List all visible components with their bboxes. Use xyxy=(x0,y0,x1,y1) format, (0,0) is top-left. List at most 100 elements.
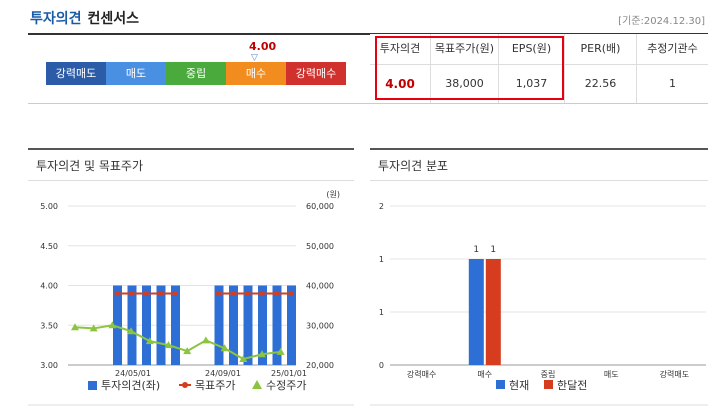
y-tick: 1 xyxy=(379,255,384,264)
opinion-distribution-chart: 2 1 1 0 강력매수 매수 중립 매도 강력매도 1 1 현재 한달전 xyxy=(379,202,706,392)
highlight-box xyxy=(375,36,564,100)
scale-segment-strong-buy: 강력매수 xyxy=(286,62,346,85)
target-price-point xyxy=(288,290,294,297)
legend-triangle-swatch xyxy=(252,380,262,389)
legend-swatch xyxy=(496,380,505,389)
distribution-bar xyxy=(468,259,484,365)
opinion-bar xyxy=(229,285,238,365)
y-right-tick: 40,000 xyxy=(306,282,334,291)
y-tick: 2 xyxy=(379,202,384,211)
title-main: 투자의견 xyxy=(30,11,82,27)
y-right-tick: 30,000 xyxy=(306,321,334,330)
distribution-bar xyxy=(485,259,501,365)
target-price-point xyxy=(230,290,236,297)
opinion-bar xyxy=(214,285,224,365)
x-tick-label: 25/01/01 xyxy=(271,369,307,378)
opinion-bar xyxy=(272,285,282,365)
opinion-bar xyxy=(287,285,296,365)
x-category-label: 강력매수 xyxy=(407,369,436,379)
legend-bar-swatch xyxy=(88,381,97,390)
y-tick: 1 xyxy=(379,308,384,317)
bar-data-label: 1 xyxy=(473,245,479,255)
th-num-institutions: 추정기관수 xyxy=(637,34,708,64)
x-category-label: 중립 xyxy=(541,370,556,379)
x-tick-label: 24/05/01 xyxy=(115,369,151,378)
th-target-price: 목표주가(원) xyxy=(431,34,498,64)
adjusted-price-point xyxy=(220,344,229,352)
right-panel-title: 투자의견 분포 xyxy=(378,159,449,173)
legend-point-swatch xyxy=(182,382,188,388)
title-sub: 컨센서스 xyxy=(87,11,140,27)
legend-label: 수정주가 xyxy=(266,379,306,392)
opinion-bar xyxy=(156,285,166,365)
y-right-unit: (원) xyxy=(326,190,340,199)
left-panel-title: 투자의견 및 목표주가 xyxy=(36,159,143,173)
base-date: [기준:2024.12.30] xyxy=(618,16,705,27)
adjusted-price-point xyxy=(183,347,192,355)
x-category-label: 강력매도 xyxy=(660,369,689,379)
adjusted-price-point xyxy=(89,324,98,332)
target-price-point xyxy=(244,290,251,297)
opinion-bar xyxy=(171,285,180,365)
x-category-label: 매수 xyxy=(477,370,492,379)
top-divider xyxy=(28,33,708,35)
th-opinion: 투자의견 xyxy=(370,34,430,64)
opinion-bar xyxy=(113,285,122,365)
adjusted-price-point xyxy=(127,327,136,335)
target-price-point xyxy=(157,290,164,297)
th-eps: EPS(원) xyxy=(499,34,564,64)
adjusted-price-point xyxy=(258,350,266,358)
adjusted-price-point xyxy=(145,337,154,345)
target-price-point xyxy=(128,290,135,297)
current-score: 4.00 xyxy=(249,40,277,53)
adjusted-price-point xyxy=(239,355,248,363)
target-price-point xyxy=(172,290,178,297)
y-left-tick: 4.00 xyxy=(40,282,58,291)
opinion-bar xyxy=(142,285,151,365)
consensus-table: 투자의견 목표주가(원) EPS(원) PER(배) 추정기관수 4.00 38… xyxy=(370,34,708,103)
scale-segment-sell: 매도 xyxy=(106,62,166,85)
td-target-price: 38,000 xyxy=(445,77,484,90)
y-left-tick: 3.00 xyxy=(40,361,58,370)
target-price-point xyxy=(273,290,280,297)
opinion-bar xyxy=(243,285,253,365)
td-per: 22.56 xyxy=(584,77,617,90)
opinion-bar xyxy=(127,285,137,365)
td-opinion: 4.00 xyxy=(385,77,415,91)
y-left-tick: 4.50 xyxy=(40,242,58,251)
th-per: PER(배) xyxy=(565,34,636,64)
score-marker-icon: ▽ xyxy=(251,53,258,63)
td-num-institutions: 1 xyxy=(669,77,676,90)
opinion-scale-bar: 강력매도 매도 중립 매수 강력매수 xyxy=(46,62,346,85)
legend-label: 한달전 xyxy=(557,379,587,392)
consensus-title: 투자의견 컨센서스 xyxy=(30,8,139,28)
target-price-point xyxy=(114,290,120,297)
adjusted-price-point xyxy=(108,321,117,329)
legend-label: 현재 xyxy=(509,379,529,392)
y-right-tick: 20,000 xyxy=(306,361,334,370)
bar-data-label: 1 xyxy=(490,245,496,255)
adjusted-price-point xyxy=(201,336,210,344)
legend-label: 목표주가 xyxy=(195,379,235,392)
opinion-target-chart: 5.00 4.50 4.00 3.50 3.00 60,000 50,000 40,000 30… xyxy=(40,190,340,392)
scale-segment-buy: 매수 xyxy=(226,62,286,85)
x-tick-label: 24/09/01 xyxy=(205,369,241,378)
section-divider xyxy=(28,103,708,104)
y-left-tick: 3.50 xyxy=(40,321,58,330)
y-right-tick: 60,000 xyxy=(306,202,334,211)
x-category-label: 매도 xyxy=(604,370,619,379)
scale-segment-strong-sell: 강력매도 xyxy=(46,62,106,85)
target-price-point xyxy=(143,290,149,297)
target-price-point xyxy=(259,290,265,297)
adjusted-price-point xyxy=(71,323,79,331)
adjusted-price-point xyxy=(164,341,173,349)
td-eps: 1,037 xyxy=(515,77,548,90)
legend-label: 투자의견(좌) xyxy=(101,379,160,392)
adjusted-price-point xyxy=(276,347,285,355)
legend-swatch xyxy=(544,380,553,389)
y-right-tick: 50,000 xyxy=(306,242,334,251)
y-tick: 0 xyxy=(379,361,384,370)
target-price-point xyxy=(215,290,222,297)
y-left-tick: 5.00 xyxy=(40,202,58,211)
